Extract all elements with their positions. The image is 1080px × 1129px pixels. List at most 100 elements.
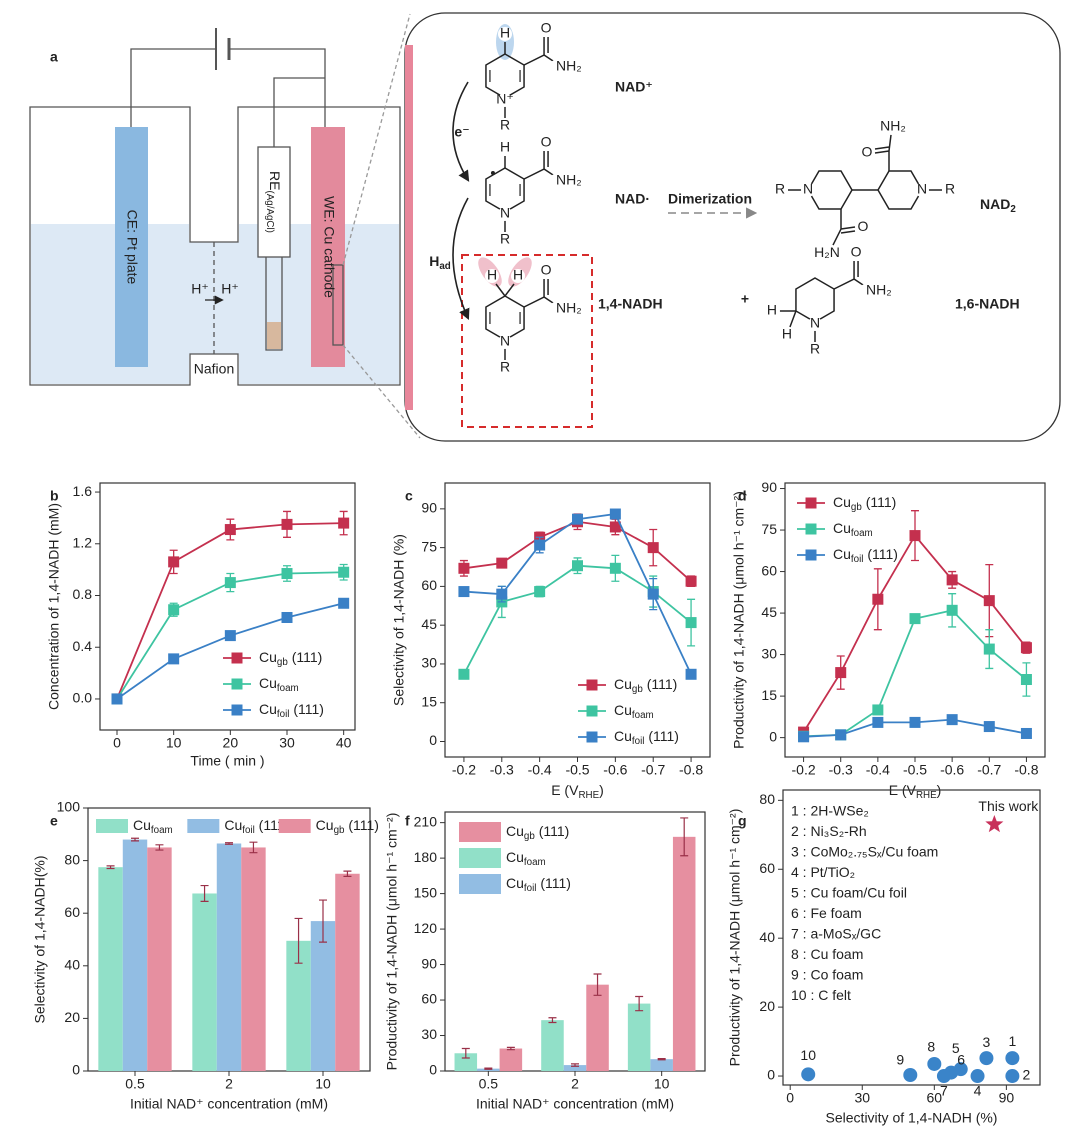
marker [946, 714, 958, 726]
x-tick-label: -0.3 [829, 762, 853, 778]
series-line [463, 564, 692, 675]
point-label: 9 [896, 1052, 904, 1068]
legend-entry: 9 : Co foam [791, 967, 863, 983]
bond [489, 312, 521, 324]
point-label: 7 [940, 1083, 948, 1099]
atom-backdrop [498, 141, 512, 155]
legend-label: Cugb (111) [316, 817, 379, 836]
y-tick-label: 30 [761, 645, 777, 661]
y-tick-label: 60 [64, 904, 80, 920]
x-tick-label: 10 [166, 735, 182, 751]
legend-entry: 8 : Cu foam [791, 946, 863, 962]
point-label: 3 [983, 1034, 991, 1050]
subscript: foam [277, 683, 299, 694]
atom-label: H [500, 25, 510, 41]
legend-label: Cugb (111) [506, 823, 569, 842]
x-tick-label: 10 [315, 1076, 331, 1092]
point [1005, 1051, 1020, 1066]
subscript: foam [524, 857, 546, 868]
y-tick-label: 0 [769, 728, 777, 744]
x-tick-label: 40 [336, 735, 352, 751]
x-tick-label: -0.7 [641, 762, 665, 778]
marker [685, 575, 697, 587]
plot-frame [99, 482, 356, 731]
atom-backdrop [943, 183, 957, 197]
highlight-point [985, 814, 1004, 833]
atom-backdrop [801, 183, 815, 197]
text-part: (111) [643, 676, 678, 692]
bond [495, 283, 515, 297]
atom-label: O [858, 218, 869, 234]
atom-label: NH₂ [556, 172, 582, 188]
text-part: Cu [833, 494, 851, 510]
y-tick-label: 40 [64, 957, 80, 973]
marker [168, 556, 180, 568]
text-part: Cu [506, 823, 524, 839]
atom-label: R [500, 117, 510, 133]
legend-marker [231, 678, 243, 690]
marker [281, 611, 293, 623]
marker [983, 643, 995, 655]
bar [650, 1059, 673, 1071]
subscript: foil [277, 709, 290, 720]
bond [489, 70, 521, 82]
proton: H⁺ [221, 281, 239, 297]
atom-label: N [500, 205, 510, 221]
x-tick-label: 90 [999, 1090, 1015, 1106]
marker [534, 539, 546, 551]
atom-backdrop [886, 119, 900, 134]
legend-entry: 1 : 2H-WSe₂ [791, 803, 869, 819]
y-tick-label: 60 [421, 991, 437, 1007]
point [903, 1068, 918, 1083]
marker [224, 524, 236, 536]
electron: e⁻ [454, 124, 469, 140]
error-bar [131, 837, 139, 842]
marker [647, 542, 659, 554]
x-tick-label: -0.6 [940, 762, 964, 778]
text-part: Cu [224, 817, 242, 833]
atom-backdrop [859, 284, 874, 298]
y-tick-label: 0 [429, 732, 437, 748]
legend-marker [805, 497, 817, 509]
text-part: Cu [833, 520, 851, 536]
y-axis-label: Selectivity of 1,4-NADH (%) [391, 534, 407, 706]
error-bar [548, 1017, 557, 1024]
radical-dot [490, 171, 495, 175]
atom-backdrop [915, 183, 929, 197]
y-tick-label: 0.8 [73, 586, 93, 602]
subscript: foam [151, 825, 173, 836]
y-tick-label: 30 [421, 1026, 437, 1042]
legend-marker [586, 731, 598, 743]
marker [496, 557, 508, 569]
error-bar [155, 844, 164, 851]
atom-label: H [500, 139, 510, 155]
x-tick-label: -0.6 [603, 762, 627, 778]
y-tick-label: 90 [421, 955, 437, 971]
text-part: Cu [259, 649, 277, 665]
error-bar [484, 1067, 493, 1070]
legend-swatch [459, 822, 501, 842]
text-part: Cu [614, 728, 632, 744]
legend-label: Cufoil (111) [506, 875, 571, 894]
marker [798, 731, 810, 743]
bar [541, 1020, 564, 1071]
error-bar [506, 1046, 515, 1051]
marker [909, 530, 921, 542]
legend-swatch [96, 819, 128, 833]
y-tick-label: 100 [57, 799, 81, 815]
y-tick-label: 15 [761, 687, 777, 703]
atom-label: O [541, 262, 552, 278]
bar [627, 1003, 651, 1071]
y-tick-label: 45 [421, 616, 437, 632]
atom-backdrop [808, 317, 822, 331]
atom-backdrop [498, 119, 512, 133]
y-tick-label: 40 [759, 929, 775, 945]
text-part: Cu [316, 817, 334, 833]
x-axis-label: Time ( min ) [190, 753, 264, 769]
x-tick-label: -0.4 [528, 762, 552, 778]
marker [909, 716, 921, 728]
atom-backdrop [779, 328, 794, 342]
y-tick-label: 0.0 [73, 690, 93, 706]
cell-layout [29, 12, 1061, 442]
legend-label: Cugb (111) [833, 494, 896, 513]
